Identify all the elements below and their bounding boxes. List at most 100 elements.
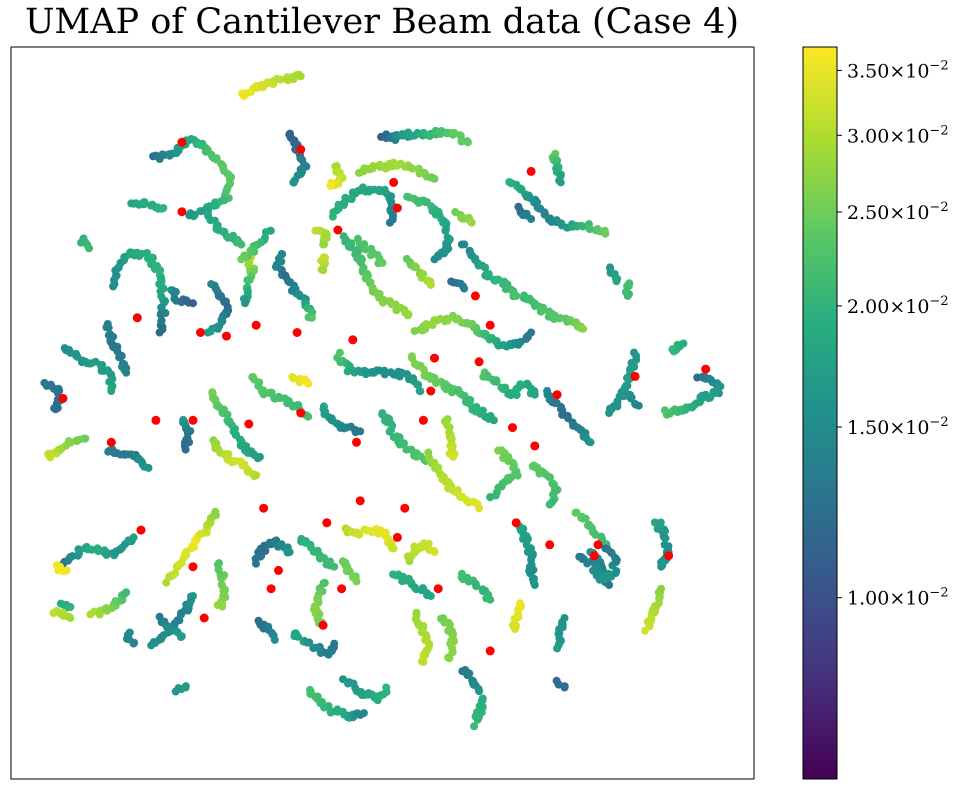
- scatter-point: [330, 639, 339, 648]
- scatter-point: [484, 270, 493, 278]
- scatter-point: [305, 638, 314, 647]
- scatter-point: [478, 694, 487, 703]
- scatter-point: [445, 654, 454, 663]
- scatter-point: [159, 204, 168, 212]
- highlighted-point: [136, 525, 146, 535]
- highlighted-point: [58, 393, 68, 403]
- scatter-point: [426, 280, 435, 289]
- highlighted-point: [296, 408, 306, 418]
- scatter-point: [475, 504, 484, 513]
- scatter-point: [661, 534, 670, 543]
- highlighted-point: [474, 357, 484, 367]
- highlighted-point: [526, 166, 536, 176]
- highlighted-point: [318, 620, 328, 630]
- highlighted-point: [545, 540, 555, 550]
- highlighted-point: [392, 203, 402, 213]
- colorbar-tick-label: 2.00×10−2: [847, 294, 949, 318]
- scatter-point: [296, 72, 305, 81]
- scatter-point: [527, 215, 536, 223]
- scatter-point: [415, 387, 424, 395]
- scatter-point: [467, 218, 476, 227]
- colorbar-tick-label: 1.00×10−2: [847, 586, 949, 610]
- highlighted-point: [392, 532, 402, 542]
- scatter-point: [581, 514, 590, 523]
- scatter-point: [307, 313, 316, 322]
- scatter-point: [66, 603, 75, 611]
- scatter-point: [586, 438, 595, 447]
- scatter-point: [160, 617, 169, 626]
- scatter-point: [85, 244, 93, 253]
- scatter-point: [481, 263, 490, 272]
- scatter-point: [493, 275, 502, 284]
- scatter-point: [289, 178, 298, 187]
- scatter-point: [419, 650, 428, 659]
- scatter-point: [585, 224, 594, 233]
- scatter-point: [129, 639, 138, 648]
- scatter-point: [361, 245, 370, 254]
- scatter-point: [430, 255, 439, 264]
- highlighted-point: [222, 331, 231, 341]
- scatter-point: [554, 680, 563, 689]
- scatter-point: [217, 580, 226, 589]
- scatter-point: [578, 222, 587, 231]
- scatter-point: [319, 266, 328, 275]
- colorbar-tick-label: 2.50×10−2: [847, 200, 949, 224]
- scatter-point: [356, 427, 365, 436]
- colorbar-tick-label: 3.00×10−2: [847, 123, 949, 147]
- scatter-point: [426, 592, 435, 600]
- highlighted-point: [292, 328, 302, 337]
- scatter-point: [538, 306, 547, 314]
- scatter-point: [369, 162, 378, 170]
- scatter-point: [241, 299, 249, 308]
- highlighted-point: [508, 423, 517, 433]
- scatter-point: [449, 452, 458, 461]
- scatter-point: [107, 387, 116, 395]
- scatter-point: [551, 399, 560, 408]
- highlighted-point: [530, 441, 540, 451]
- scatter-point: [378, 258, 387, 267]
- colorbar-tick-label: 3.50×10−2: [847, 58, 949, 82]
- highlighted-point: [389, 177, 399, 187]
- highlighted-point: [177, 207, 187, 217]
- scatter-point: [441, 226, 450, 235]
- highlighted-point: [333, 225, 343, 235]
- scatter-point: [51, 405, 60, 414]
- scatter-point: [211, 507, 220, 516]
- scatter-point: [512, 391, 521, 399]
- highlighted-point: [188, 562, 198, 572]
- scatter-point: [237, 255, 246, 264]
- scatter-point: [414, 362, 423, 371]
- scatter-point: [62, 566, 71, 575]
- scatter-point: [74, 545, 83, 554]
- scatter-point: [445, 620, 454, 629]
- highlighted-point: [485, 646, 495, 656]
- scatter-point: [243, 276, 252, 285]
- scatter-point: [442, 314, 451, 323]
- scatter-point: [634, 401, 643, 410]
- scatter-point: [237, 240, 246, 249]
- colorbar: [802, 46, 838, 780]
- scatter-point: [489, 416, 498, 425]
- plot-area-frame: [10, 46, 755, 780]
- highlighted-point: [589, 551, 599, 561]
- scatter-point: [501, 383, 510, 392]
- highlighted-point: [188, 415, 198, 425]
- scatter-point: [102, 604, 111, 613]
- scatter-point: [478, 406, 487, 415]
- scatter-point: [385, 218, 394, 227]
- scatter-point: [270, 635, 279, 644]
- highlighted-point: [593, 540, 603, 550]
- scatter-point: [556, 178, 565, 187]
- scatter-point: [352, 577, 361, 586]
- highlighted-point: [552, 390, 562, 400]
- highlighted-point: [664, 551, 674, 561]
- scatter-point: [516, 599, 524, 608]
- scatter-point: [66, 614, 75, 622]
- scatter-point: [359, 709, 368, 718]
- highlighted-point: [259, 503, 269, 513]
- scatter-point: [553, 156, 562, 165]
- scatter-point: [456, 131, 465, 140]
- highlighted-point: [400, 503, 410, 513]
- scatter-point: [389, 544, 398, 553]
- scatter-point: [701, 390, 710, 399]
